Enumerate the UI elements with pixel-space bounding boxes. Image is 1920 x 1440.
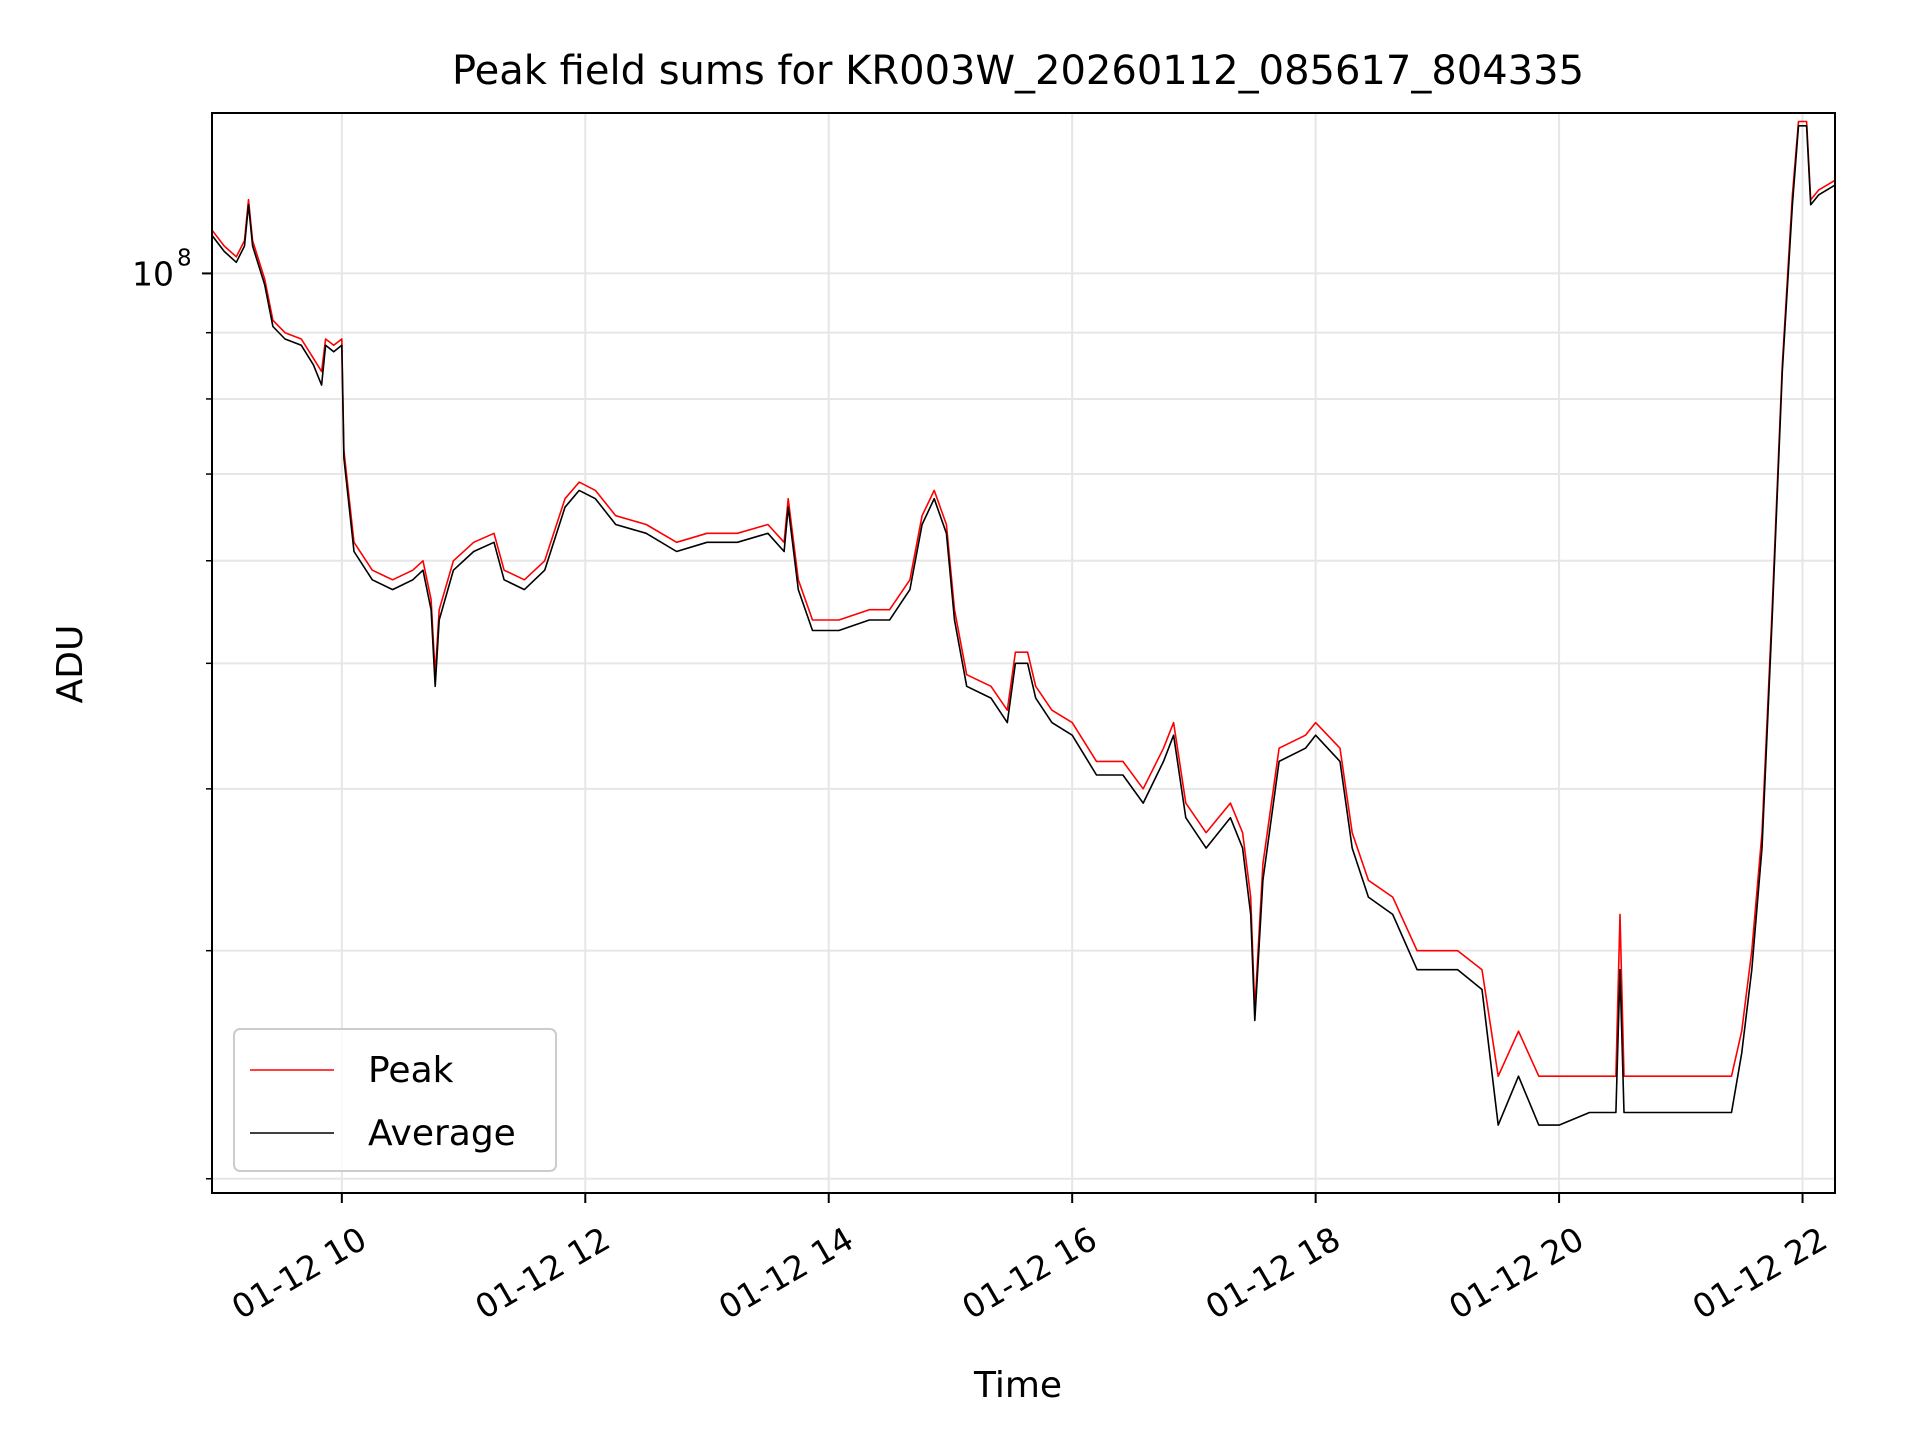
legend: Peak Average bbox=[233, 1028, 557, 1172]
x-axis-label: Time bbox=[973, 1365, 1062, 1406]
x-tick-label: 01-12 16 bbox=[955, 1219, 1103, 1327]
x-tick-label: 01-12 14 bbox=[712, 1219, 860, 1327]
legend-peak-label: Peak bbox=[368, 1050, 454, 1091]
chart-title: Peak field sums for KR003W_20260112_0856… bbox=[452, 48, 1584, 94]
axes-frame bbox=[211, 112, 1836, 1194]
series-line-average bbox=[212, 125, 1835, 1126]
grid bbox=[212, 113, 1835, 1193]
legend-average-label: Average bbox=[368, 1113, 516, 1154]
series-line-peak bbox=[212, 120, 1835, 1077]
y-tick-label: 10 bbox=[132, 254, 174, 293]
y-tick-label-exponent: 8 bbox=[177, 245, 192, 271]
x-tick-label: 01-12 12 bbox=[468, 1219, 616, 1327]
legend-box bbox=[233, 1028, 557, 1172]
x-tick-label: 01-12 18 bbox=[1199, 1219, 1347, 1327]
x-tick-label: 01-12 10 bbox=[225, 1219, 373, 1327]
x-tick-label: 01-12 20 bbox=[1442, 1219, 1590, 1327]
series-lines bbox=[212, 120, 1835, 1126]
y-axis-label: ADU bbox=[50, 625, 91, 704]
x-tick-label: 01-12 22 bbox=[1686, 1219, 1834, 1327]
